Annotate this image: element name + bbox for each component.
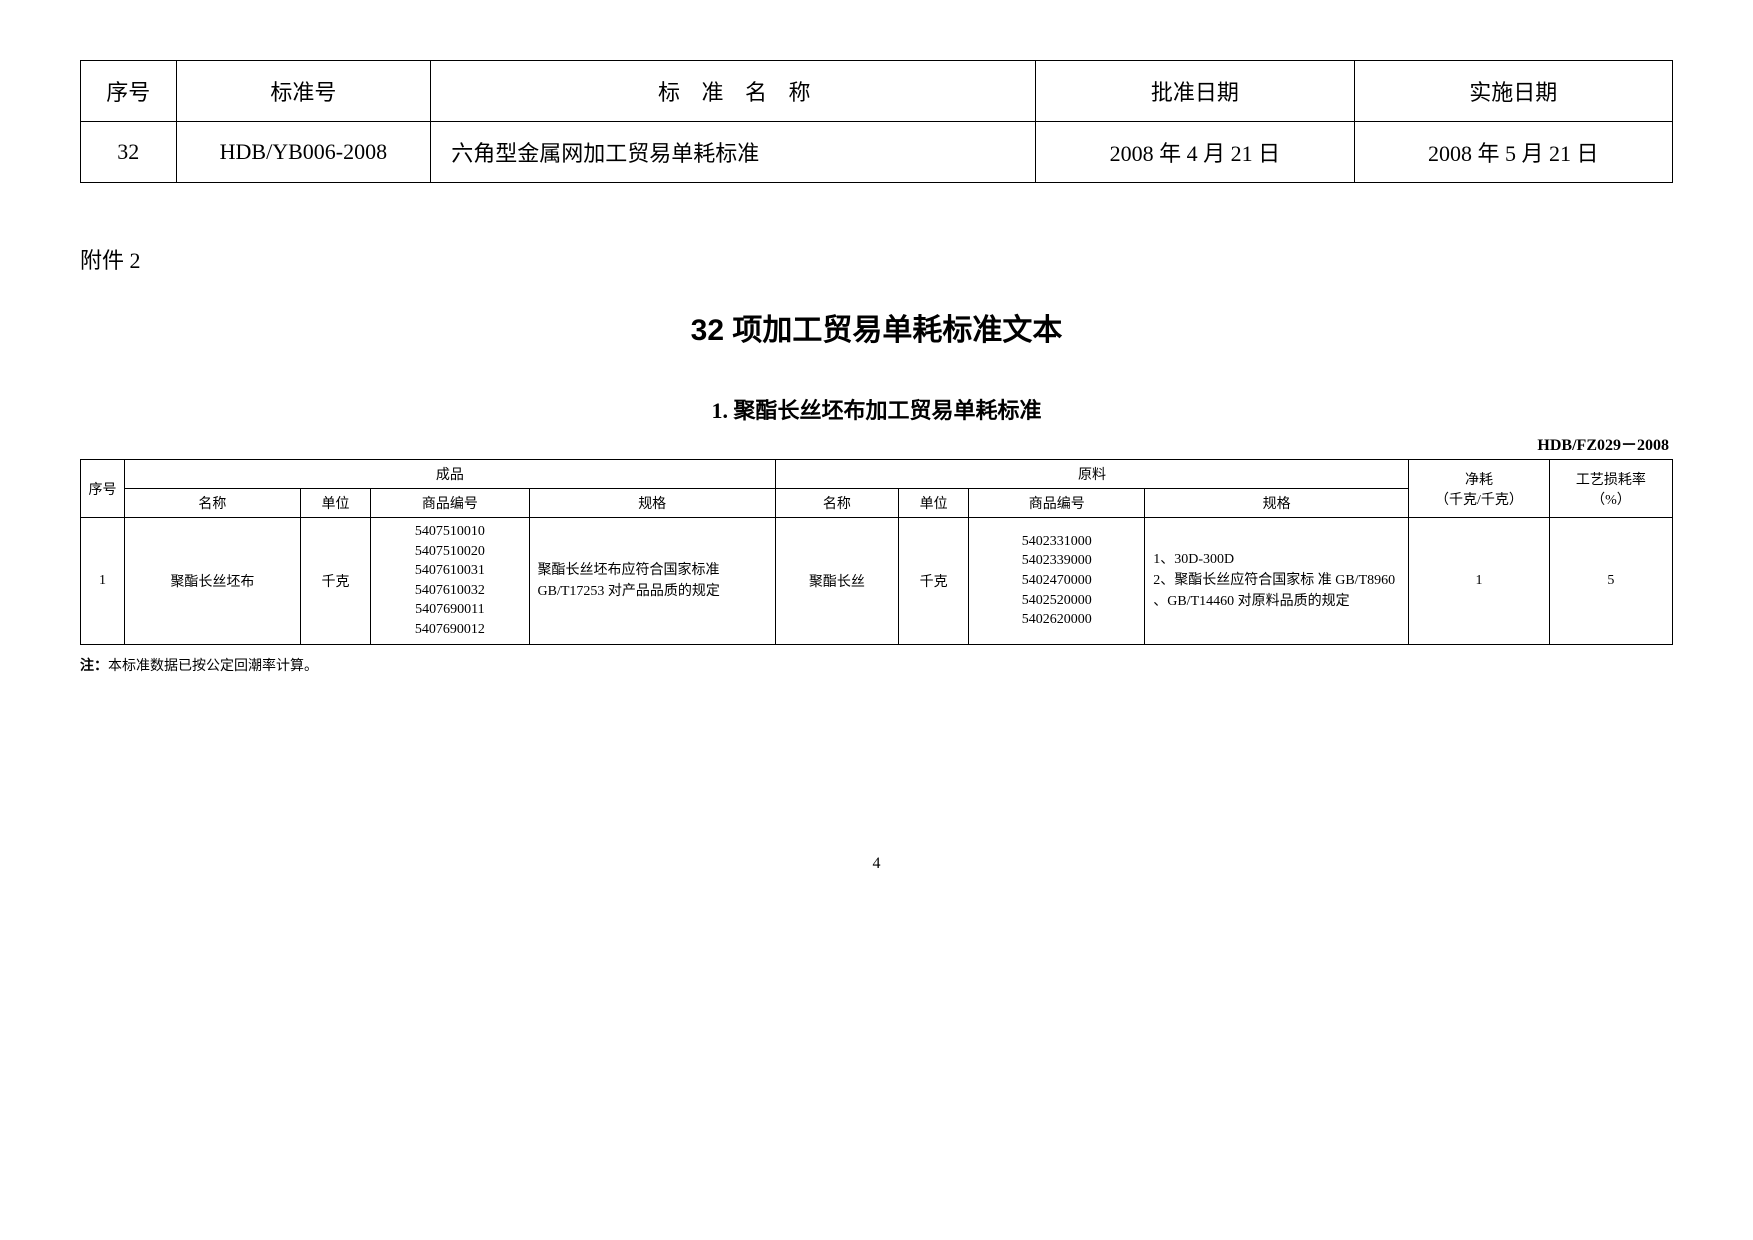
page-number: 4: [80, 855, 1673, 873]
cell-std-no: HDB/YB006-2008: [176, 122, 431, 183]
cell-impl-date: 2008 年 5 月 21 日: [1354, 122, 1672, 183]
header-seq: 序号: [81, 61, 177, 122]
header-approval-date: 批准日期: [1036, 61, 1354, 122]
header-product-code: 商品编号: [371, 489, 529, 518]
header-material-group: 原料: [775, 460, 1408, 489]
note-bold: 注：: [80, 659, 108, 674]
detail-row: 1 聚酯长丝坯布 千克 5407510010540751002054076100…: [81, 518, 1673, 645]
header-product-unit: 单位: [300, 489, 370, 518]
header-product-group: 成品: [124, 460, 775, 489]
cell-product-spec: 聚酯长丝坯布应符合国家标准 GB/T17253 对产品品质的规定: [529, 518, 775, 645]
header-seq: 序号: [81, 460, 125, 518]
cell-product-codes: 5407510010540751002054076100315407610032…: [371, 518, 529, 645]
header-product-name: 名称: [124, 489, 300, 518]
header-product-spec: 规格: [529, 489, 775, 518]
cell-approval-date: 2008 年 4 月 21 日: [1036, 122, 1354, 183]
header-material-spec: 规格: [1145, 489, 1409, 518]
cell-material-codes: 5402331000540233900054024700005402520000…: [969, 518, 1145, 645]
cell-material-name: 聚酯长丝: [775, 518, 898, 645]
cell-material-unit: 千克: [898, 518, 968, 645]
attachment-label: 附件 2: [80, 243, 1673, 275]
header-net-text: 净耗: [1465, 473, 1493, 488]
note-text: 本标准数据已按公定回潮率计算。: [108, 659, 318, 674]
header-net-unit: （千克/千克）: [1435, 493, 1523, 508]
cell-product-unit: 千克: [300, 518, 370, 645]
cell-seq: 32: [81, 122, 177, 183]
header-process-loss: 工艺损耗率 （%）: [1549, 460, 1672, 518]
header-material-code: 商品编号: [969, 489, 1145, 518]
header-material-name: 名称: [775, 489, 898, 518]
table-row: 32 HDB/YB006-2008 六角型金属网加工贸易单耗标准 2008 年 …: [81, 122, 1673, 183]
cell-std-name: 六角型金属网加工贸易单耗标准: [431, 122, 1036, 183]
header-std-no: 标准号: [176, 61, 431, 122]
standard-code: HDB/FZ029－2008: [80, 431, 1673, 455]
header-std-name: 标 准 名 称: [431, 61, 1036, 122]
header-loss-unit: （%）: [1591, 493, 1631, 508]
header-seq-text: 序号: [88, 483, 116, 498]
cell-process-loss: 5: [1549, 518, 1672, 645]
sub-title: 1. 聚酯长丝坯布加工贸易单耗标准: [80, 393, 1673, 425]
main-title: 32 项加工贸易单耗标准文本: [80, 305, 1673, 349]
cell-material-spec: 1、30D-300D2、聚酯长丝应符合国家标 准 GB/T8960 、GB/T1…: [1145, 518, 1409, 645]
header-loss-text: 工艺损耗率: [1576, 473, 1646, 488]
header-material-unit: 单位: [898, 489, 968, 518]
note: 注：本标准数据已按公定回潮率计算。: [80, 655, 1673, 675]
detail-table: 序号 成品 原料 净耗 （千克/千克） 工艺损耗率 （%） 名称 单位 商品编号…: [80, 459, 1673, 645]
cell-product-name: 聚酯长丝坯布: [124, 518, 300, 645]
cell-net-consumption: 1: [1409, 518, 1550, 645]
cell-seq: 1: [81, 518, 125, 645]
header-impl-date: 实施日期: [1354, 61, 1672, 122]
top-summary-table: 序号 标准号 标 准 名 称 批准日期 实施日期 32 HDB/YB006-20…: [80, 60, 1673, 183]
header-net-consumption: 净耗 （千克/千克）: [1409, 460, 1550, 518]
